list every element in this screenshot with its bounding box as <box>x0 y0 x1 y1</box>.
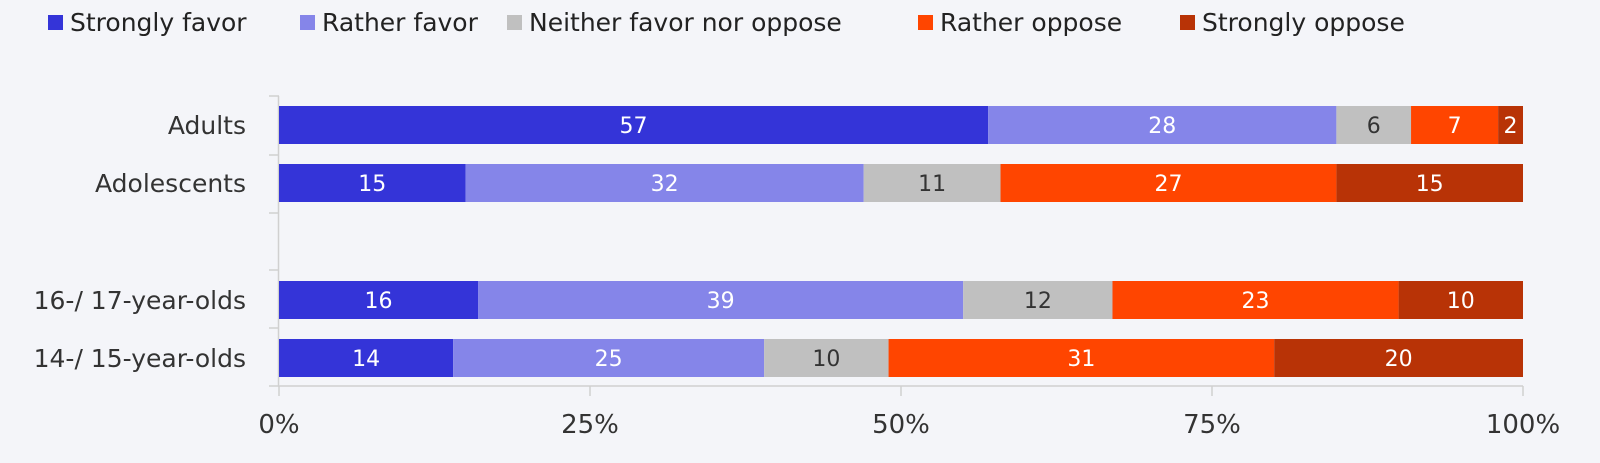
data-label: 20 <box>1385 347 1413 372</box>
x-tick-label: 25% <box>561 410 619 440</box>
bar-segment <box>1274 339 1523 377</box>
x-tick-label: 75% <box>1183 410 1241 440</box>
bar-segment <box>279 106 989 144</box>
y-category-labels: Adults Adolescents 16-/ 17-year-olds 14-/ 1… <box>34 111 246 373</box>
data-label: 32 <box>651 172 679 197</box>
category-label: 16-/ 17-year-olds <box>34 286 246 315</box>
bars: 57 28 6 7 2 15 32 11 27 15 16 39 12 23 10 14 25 10 31 20 <box>279 106 1523 377</box>
data-label: 39 <box>707 289 735 314</box>
x-tick-label: 0% <box>258 410 299 440</box>
data-label: 2 <box>1504 114 1518 139</box>
data-label: 31 <box>1067 347 1095 372</box>
category-label: 14-/ 15-year-olds <box>34 344 246 373</box>
data-label: 15 <box>358 172 386 197</box>
axes <box>269 95 1524 396</box>
legend-label: Rather oppose <box>940 8 1122 37</box>
bar-segment <box>888 339 1275 377</box>
data-label: 10 <box>1447 289 1475 314</box>
bar-segment <box>1336 106 1412 144</box>
legend-swatch <box>918 15 933 30</box>
legend-label: Strongly oppose <box>1202 8 1405 37</box>
legend-label: Rather favor <box>322 8 479 37</box>
bar-segment <box>1336 164 1523 202</box>
bar-segment <box>863 164 1001 202</box>
data-label: 15 <box>1416 172 1444 197</box>
legend-swatch <box>48 15 63 30</box>
bar-segment <box>1398 281 1523 319</box>
legend: Strongly favor Rather favor Neither favor … <box>48 8 1405 37</box>
bar-segment <box>453 339 765 377</box>
data-label: 57 <box>620 114 648 139</box>
bar-segment <box>764 339 889 377</box>
legend-label: Neither favor nor oppose <box>529 8 842 37</box>
bar-segment <box>478 281 964 319</box>
legend-label: Strongly favor <box>70 8 247 37</box>
data-label: 14 <box>352 347 380 372</box>
bar-segment <box>279 281 479 319</box>
bar-segment <box>279 339 454 377</box>
bar-segment <box>1000 164 1337 202</box>
category-label: Adolescents <box>95 169 246 198</box>
x-tick-label: 100% <box>1486 410 1560 440</box>
data-label: 12 <box>1024 289 1052 314</box>
bar-segment <box>1411 106 1499 144</box>
bar-segment <box>988 106 1337 144</box>
data-label: 7 <box>1448 114 1462 139</box>
bar-segment <box>963 281 1113 319</box>
bar-segment <box>1112 281 1399 319</box>
bar-segment <box>1498 106 1523 144</box>
data-label: 16 <box>365 289 393 314</box>
data-label: 10 <box>812 347 840 372</box>
bar-segment <box>465 164 864 202</box>
x-tick-labels: 0% 25% 50% 75% 100% <box>258 410 1560 440</box>
data-label: 23 <box>1242 289 1270 314</box>
x-tick-label: 50% <box>872 410 930 440</box>
data-label: 6 <box>1367 114 1381 139</box>
data-label: 28 <box>1148 114 1176 139</box>
legend-swatch <box>1180 15 1195 30</box>
data-label: 11 <box>918 172 946 197</box>
data-label: 25 <box>595 347 623 372</box>
data-label: 27 <box>1154 172 1182 197</box>
legend-swatch <box>300 15 315 30</box>
legend-swatch <box>507 15 522 30</box>
bar-segment <box>279 164 466 202</box>
category-label: Adults <box>168 111 246 140</box>
